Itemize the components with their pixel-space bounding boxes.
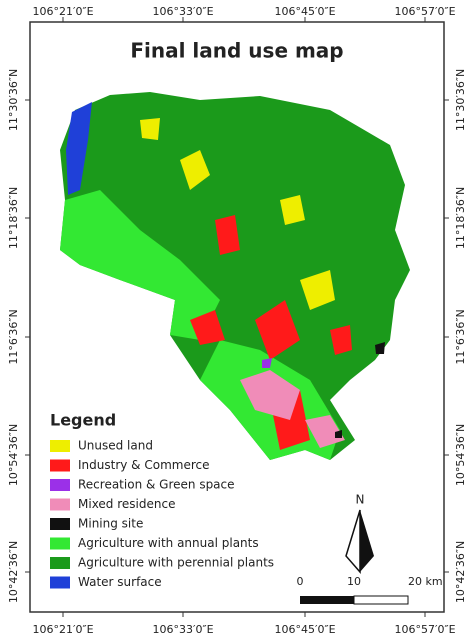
longitude-label: 106°57′0″E (394, 5, 455, 18)
province (60, 92, 410, 460)
legend-swatch (50, 576, 70, 589)
north-label: N (356, 493, 365, 507)
latitude-label: 10°54′36″N (7, 424, 20, 486)
longitude-label: 106°21′0″E (32, 5, 93, 18)
recreation-patch (262, 358, 272, 368)
legend-title: Legend (50, 411, 116, 430)
scale-bar-white (353, 595, 409, 605)
longitude-label: 106°21′0″E (32, 623, 93, 636)
unused-patches (140, 118, 335, 310)
scale-label: 0 (297, 575, 304, 588)
scale-label: 10 (347, 575, 361, 588)
legend-swatch (50, 479, 70, 491)
legend-label: Mixed residence (78, 497, 175, 511)
legend-label: Unused land (78, 439, 153, 453)
scale-bar-black (300, 596, 354, 604)
legend-label: Agriculture with perennial plants (78, 556, 274, 570)
legend-swatch (50, 440, 70, 452)
longitude-label: 106°33′0″E (152, 623, 213, 636)
latitude-label: 11°6′36″N (454, 309, 467, 364)
longitude-label: 106°57′0″E (394, 623, 455, 636)
legend-swatch (50, 557, 70, 569)
industry-patches (190, 215, 352, 450)
residence-patches (240, 370, 345, 448)
legend-swatch (50, 498, 70, 511)
legend-label: Recreation & Green space (78, 478, 235, 492)
latitude-label: 11°18′36″N (7, 187, 20, 249)
latitude-label: 11°18′36″N (454, 187, 467, 249)
latitude-label: 11°30′36″N (7, 69, 20, 131)
longitude-label: 106°45′0″E (274, 623, 335, 636)
legend-label: Water surface (78, 575, 162, 589)
land-area (60, 92, 410, 460)
scale-label: 20 km (408, 575, 443, 588)
longitude-label: 106°45′0″E (274, 5, 335, 18)
legend-swatch (50, 537, 70, 550)
map-title: Final land use map (130, 39, 343, 63)
legend-label: Industry & Commerce (78, 458, 209, 472)
latitude-label: 10°42′36″N (454, 541, 467, 603)
annual-plants (60, 190, 220, 340)
north-arrow (345, 509, 374, 574)
longitude-label: 106°33′0″E (152, 5, 213, 18)
latitude-label: 10°54′36″N (454, 424, 467, 486)
latitude-label: 11°6′36″N (7, 309, 20, 364)
latitude-label: 10°42′36″N (7, 541, 20, 603)
river (66, 102, 92, 195)
legend-swatch (50, 459, 70, 472)
legend-swatch (50, 518, 70, 530)
legend-label: Mining site (78, 517, 143, 531)
latitude-label: 11°30′36″N (454, 69, 467, 131)
legend-label: Agriculture with annual plants (78, 536, 259, 550)
mining-patches (335, 342, 385, 438)
